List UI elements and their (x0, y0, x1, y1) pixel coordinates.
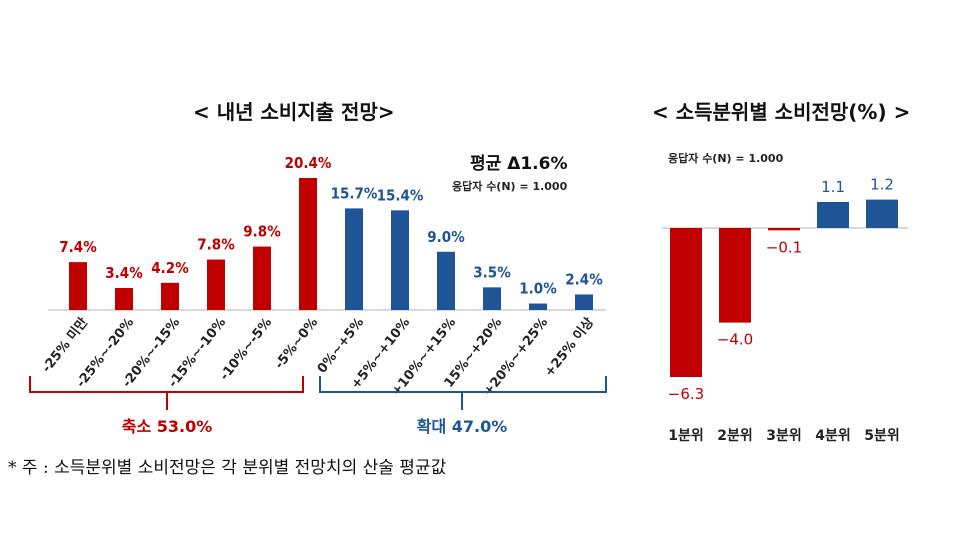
right-data-label: 1.2 (870, 176, 894, 194)
right-bar (670, 228, 702, 377)
left-data-label: 15.7% (331, 184, 378, 202)
left-bar (253, 246, 271, 310)
footnote: * 주 : 소득분위별 소비전망은 각 분위별 전망치의 산술 평균값 (8, 458, 447, 478)
left-data-label: 9.8% (243, 223, 281, 241)
left-bar (391, 210, 409, 310)
right-data-label: 1.1 (821, 178, 845, 196)
left-data-label: 7.8% (197, 236, 235, 254)
left-bar (529, 303, 547, 310)
left-bar (161, 282, 179, 310)
increase-group-brace (319, 376, 607, 410)
left-bar (575, 294, 593, 310)
right-tick-label: 5분위 (864, 428, 900, 444)
right-bar (768, 228, 800, 231)
left-data-label: 3.5% (473, 263, 511, 281)
left-tick-label: -25% 미만 (39, 315, 92, 376)
right-tick-label: 1분위 (668, 428, 704, 444)
right-tick-label: 3분위 (766, 428, 802, 444)
left-data-label: 4.2% (151, 259, 189, 277)
mean-annotation: 평균 Δ1.6% (470, 154, 568, 174)
right-respondents-note: 응답자 수(N) = 1.000 (668, 152, 784, 165)
left-data-label: 9.0% (427, 228, 465, 246)
left-bar (437, 251, 455, 310)
left-data-label: 3.4% (105, 264, 143, 282)
left-data-label: 1.0% (519, 280, 557, 298)
left-bar (115, 288, 133, 310)
left-bar (345, 208, 363, 310)
left-tick-label: -5%~0% (272, 315, 321, 372)
decrease-group-label: 축소 53.0% (122, 417, 213, 436)
left-chart-title: < 내년 소비지출 전망> (193, 100, 395, 124)
right-chart-title: < 소득분위별 소비전망(%) > (652, 100, 911, 124)
right-data-label: −0.1 (766, 238, 802, 256)
left-data-label: 7.4% (59, 238, 97, 256)
left-data-label: 2.4% (565, 270, 603, 288)
left-bar (299, 178, 317, 310)
right-tick-label: 2분위 (717, 428, 753, 444)
left-data-label: 15.4% (377, 186, 424, 204)
left-tick-label: 0%~+5% (315, 315, 367, 376)
right-data-label: −6.3 (668, 385, 704, 403)
left-bar (207, 259, 225, 310)
left-data-label: 20.4% (285, 154, 332, 172)
left-bar (69, 262, 87, 310)
left-bar (483, 287, 501, 310)
decrease-group-brace (29, 376, 304, 410)
left-respondents-note: 응답자 수(N) = 1.000 (452, 180, 568, 193)
right-tick-label: 4분위 (815, 428, 851, 444)
right-bar (866, 199, 898, 228)
right-data-label: −4.0 (717, 331, 753, 349)
increase-group-label: 확대 47.0% (417, 417, 508, 436)
right-bar (719, 228, 751, 323)
right-bar (817, 201, 849, 228)
